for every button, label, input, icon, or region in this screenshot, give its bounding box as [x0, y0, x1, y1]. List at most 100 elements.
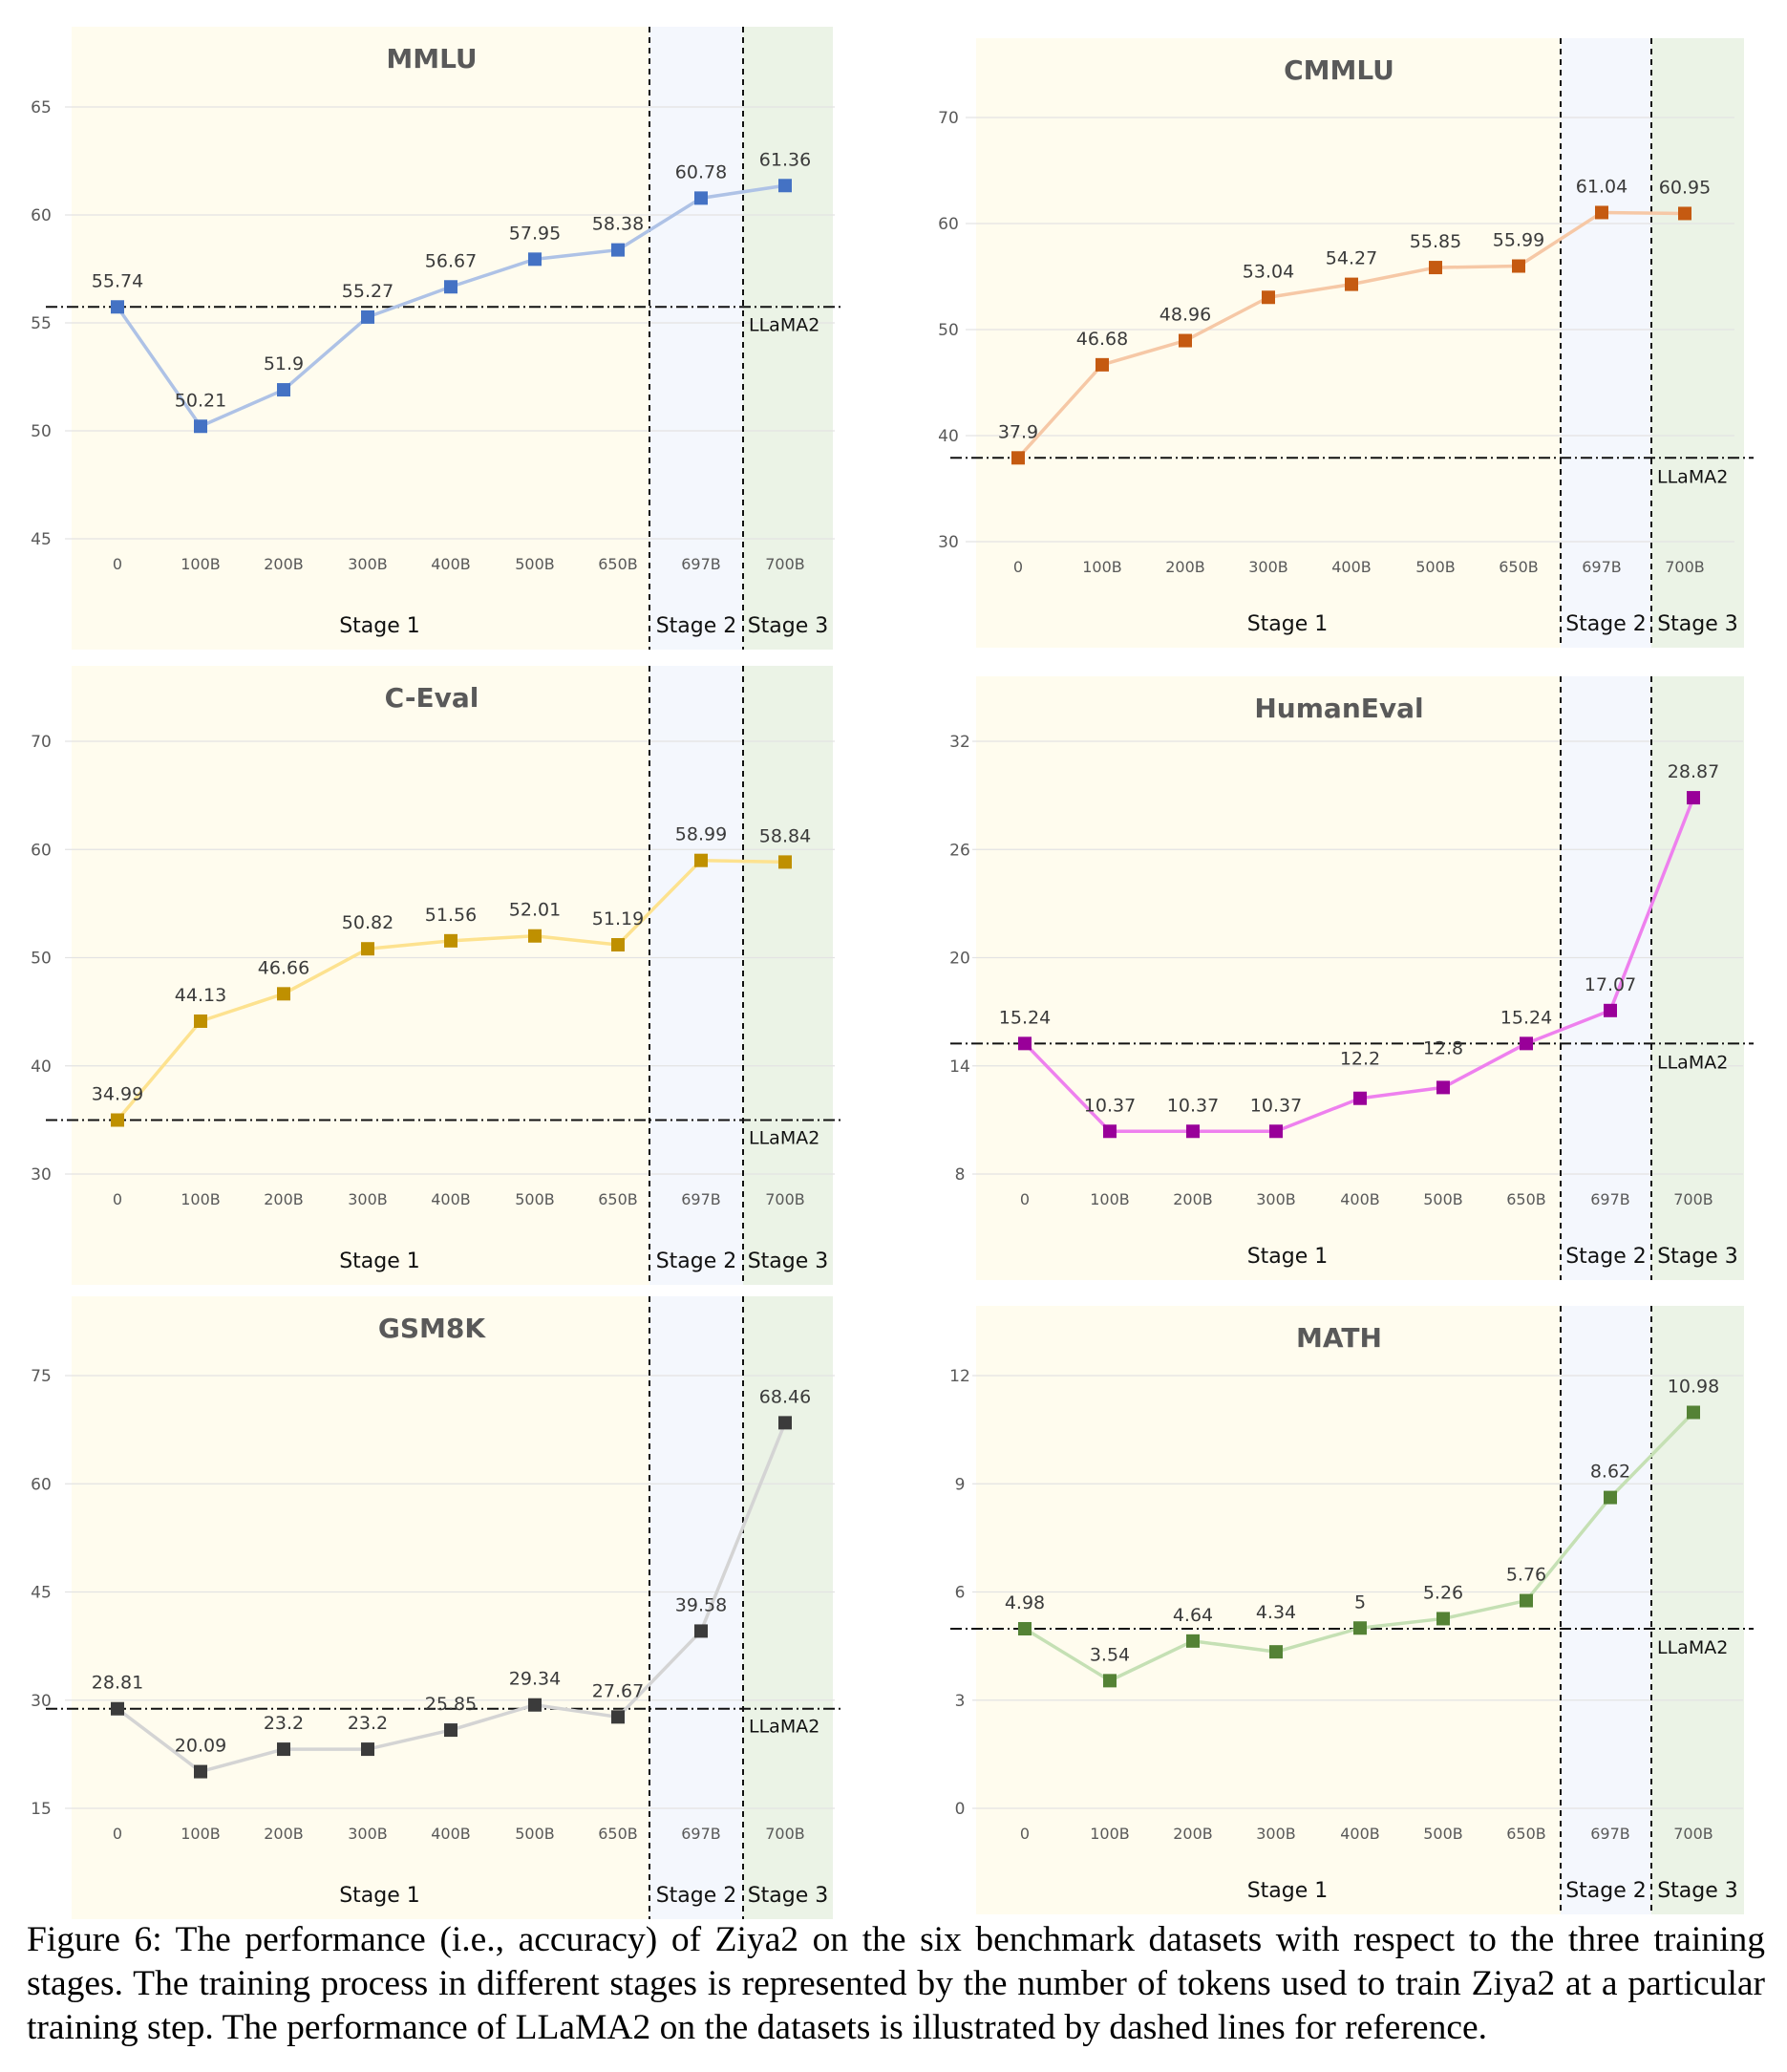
data-label: 4.98	[1005, 1592, 1045, 1613]
data-label: 50.82	[342, 912, 394, 933]
x-tick-label: 650B	[1499, 558, 1539, 576]
stage-label-3: Stage 3	[1657, 1879, 1738, 1903]
figure-caption: Figure 6: The performance (i.e., accurac…	[27, 1920, 1765, 2047]
stage-label-3: Stage 3	[1657, 612, 1738, 636]
stage-label-2: Stage 2	[1565, 1879, 1647, 1903]
y-tick-label: 70	[31, 733, 52, 752]
data-point	[1269, 1645, 1283, 1659]
x-tick-label: 300B	[348, 555, 388, 573]
stage-label-1: Stage 1	[1247, 1879, 1329, 1903]
llama2-baseline-label: LLaMA2	[749, 1127, 819, 1148]
data-label: 23.2	[264, 1713, 304, 1734]
stage-label-1: Stage 1	[1247, 1245, 1329, 1269]
data-label: 4.34	[1256, 1602, 1296, 1623]
y-tick-label: 3	[955, 1692, 966, 1711]
y-tick-label: 26	[949, 841, 970, 860]
x-tick-label: 650B	[598, 1825, 638, 1843]
y-tick-label: 50	[31, 950, 52, 969]
data-point	[361, 310, 374, 324]
y-tick-label: 9	[955, 1475, 966, 1494]
data-point	[1011, 451, 1025, 465]
data-point	[1096, 357, 1109, 372]
chart-5: 15 30 45 60 75 0 100B 200B 300B 400B 500B 650B 697B 7…	[31, 1296, 842, 1919]
data-point	[778, 179, 792, 193]
data-point	[1604, 1490, 1617, 1505]
data-label: 55.99	[1493, 230, 1544, 251]
x-tick-label: 0	[1020, 1190, 1030, 1208]
data-label: 61.04	[1576, 176, 1627, 197]
data-label: 48.96	[1159, 305, 1211, 326]
stage-label-3: Stage 3	[1657, 1245, 1738, 1269]
y-tick-label: 30	[31, 1165, 52, 1185]
stage2-background	[649, 666, 743, 1285]
x-tick-label: 0	[113, 1190, 122, 1208]
y-tick-label: 30	[938, 533, 959, 552]
y-tick-label: 45	[31, 530, 52, 549]
data-point	[361, 1742, 374, 1757]
data-point	[1687, 791, 1700, 805]
x-tick-label: 700B	[765, 1825, 805, 1843]
data-label: 37.9	[998, 421, 1038, 442]
x-tick-label: 0	[113, 1825, 122, 1843]
data-point	[694, 191, 708, 205]
x-tick-label: 697B	[681, 555, 721, 573]
data-point	[1186, 1124, 1200, 1139]
stage-label-1: Stage 1	[339, 614, 420, 638]
x-tick-label: 697B	[1590, 1190, 1630, 1208]
data-point	[277, 1742, 290, 1757]
stage1-background	[976, 38, 1561, 648]
data-point	[694, 1624, 708, 1638]
data-label: 46.66	[258, 957, 309, 978]
chart-title: C-Eval	[385, 682, 479, 714]
data-point	[528, 929, 542, 943]
x-tick-label: 697B	[681, 1190, 721, 1208]
x-tick-label: 300B	[348, 1190, 388, 1208]
data-label: 5	[1354, 1591, 1366, 1613]
data-point	[1429, 261, 1442, 275]
x-tick-label: 700B	[1673, 1825, 1713, 1843]
data-point	[611, 243, 625, 257]
stage-label-2: Stage 2	[656, 1250, 737, 1273]
x-tick-label: 100B	[181, 1190, 221, 1208]
data-point	[1345, 277, 1358, 291]
stage-label-3: Stage 3	[748, 1250, 829, 1273]
data-point	[1353, 1091, 1367, 1105]
data-label: 5.76	[1506, 1565, 1546, 1586]
data-label: 4.64	[1173, 1605, 1213, 1626]
x-tick-label: 500B	[515, 555, 555, 573]
data-point	[444, 280, 457, 294]
stage2-background	[1561, 1306, 1651, 1914]
data-label: 52.01	[509, 900, 561, 921]
stage-label-1: Stage 1	[1247, 612, 1329, 636]
data-label: 10.37	[1250, 1095, 1302, 1116]
data-label: 55.74	[92, 270, 143, 291]
x-tick-label: 200B	[1165, 558, 1205, 576]
stage2-background	[1561, 676, 1651, 1280]
data-label: 39.58	[675, 1594, 727, 1615]
stage2-background	[649, 27, 743, 650]
x-tick-label: 0	[113, 555, 122, 573]
chart-title: MATH	[1296, 1322, 1382, 1354]
data-label: 10.37	[1167, 1095, 1219, 1116]
chart-title: GSM8K	[378, 1313, 486, 1344]
y-tick-label: 50	[938, 321, 959, 340]
data-point	[277, 383, 290, 397]
data-point	[1512, 259, 1525, 273]
data-point	[277, 987, 290, 1001]
x-tick-label: 700B	[1665, 558, 1705, 576]
y-tick-label: 45	[31, 1584, 52, 1603]
data-label: 56.67	[425, 250, 477, 271]
chart-6: 0 3 6 9 12 0 100B 200B 300B 400B 500B 650B 697B 700B L…	[949, 1306, 1754, 1914]
x-tick-label: 200B	[264, 1825, 304, 1843]
data-label: 29.34	[509, 1669, 561, 1690]
chart-title: HumanEval	[1254, 693, 1423, 724]
stage1-background	[72, 666, 649, 1285]
data-point	[194, 419, 207, 434]
x-tick-label: 650B	[598, 555, 638, 573]
data-label: 25.85	[425, 1694, 477, 1715]
data-label: 60.95	[1659, 177, 1711, 198]
data-point	[1269, 1124, 1283, 1139]
x-tick-label: 300B	[1256, 1190, 1296, 1208]
stage2-background	[1561, 38, 1651, 648]
